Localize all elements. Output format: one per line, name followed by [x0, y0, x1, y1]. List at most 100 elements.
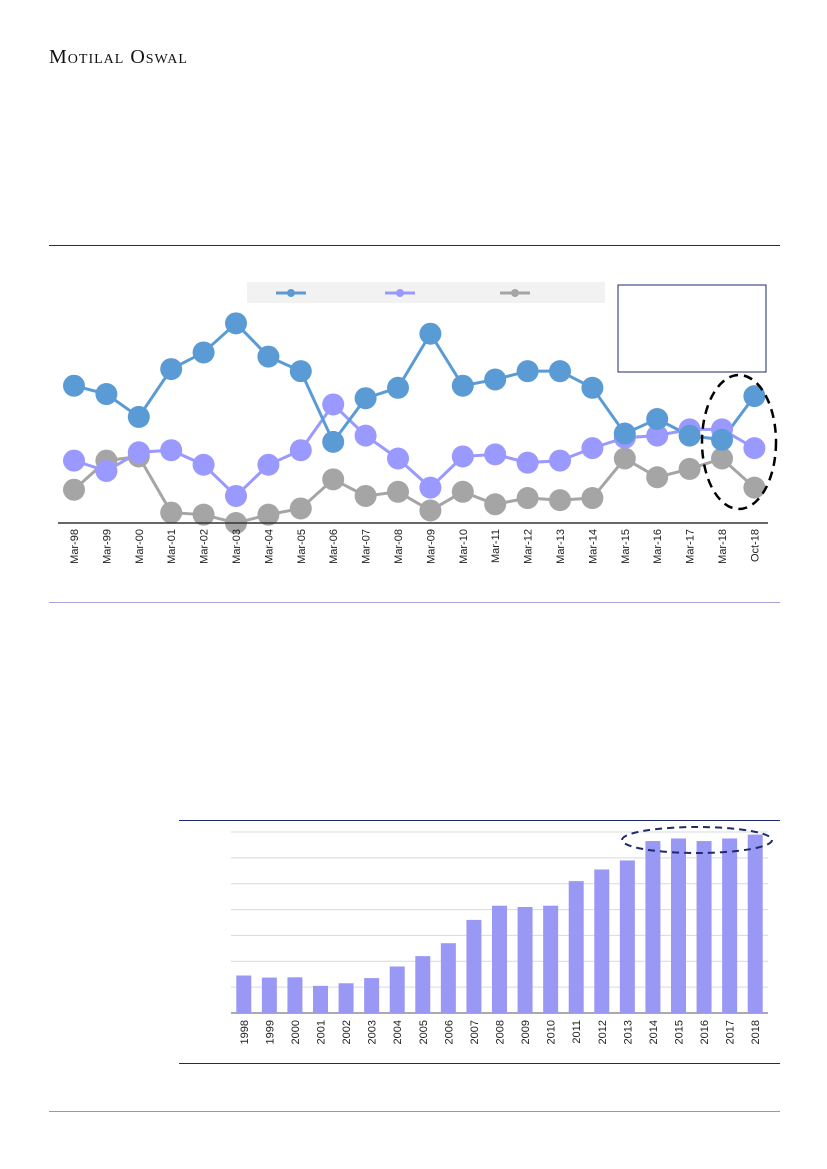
series-1-point-Mar-18: [711, 428, 733, 451]
series-1-point-Mar-14: [581, 376, 604, 399]
bar-2000: [287, 977, 303, 1013]
bar-tick-label-2018: 2018: [750, 1020, 762, 1044]
series-3-point-Mar-05: [289, 497, 312, 520]
bar-1998: [236, 975, 252, 1013]
x-tick-label-Mar-15: Mar-15: [620, 529, 632, 564]
series-1-point-Mar-98: [63, 374, 85, 397]
series-3-point-Mar-17: [678, 457, 701, 480]
bar-2006: [440, 943, 456, 1013]
bar-2008: [492, 905, 507, 1013]
bar-tick-label-2006: 2006: [443, 1020, 455, 1044]
series-line-3: [72, 454, 756, 525]
series-1-point-Mar-04: [257, 345, 280, 368]
bar-2010: [543, 905, 559, 1013]
series-3-point-Mar-02: [192, 503, 215, 526]
series-2-point-Mar-08: [387, 447, 409, 470]
bar-tick-label-2014: 2014: [648, 1020, 660, 1044]
legend-swatch-marker-3: [511, 289, 519, 297]
bar-tick-label-1998: 1998: [239, 1020, 251, 1044]
bar-2009: [517, 906, 533, 1013]
series-1-point-Mar-09: [419, 322, 442, 345]
bar-2013: [619, 860, 635, 1013]
x-tick-label-Mar-07: Mar-07: [361, 529, 373, 564]
series-2-point-Mar-03: [225, 484, 247, 507]
x-tick-label-Mar-16: Mar-16: [652, 529, 664, 564]
bar-2005: [415, 956, 431, 1013]
series-1-point-Mar-16: [646, 408, 669, 430]
series-1-point-Mar-99: [95, 383, 118, 406]
series-2-point-Mar-13: [549, 449, 571, 472]
series-line-2: [73, 402, 756, 499]
series-3-point-Mar-12: [516, 487, 539, 510]
bar-chart-top-rule: [179, 820, 780, 821]
series-2-point-Oct-18: [743, 437, 766, 460]
bar-tick-label-2000: 2000: [290, 1020, 302, 1044]
series-2-point-Mar-09: [419, 476, 442, 499]
series-1-point-Mar-07: [354, 387, 377, 410]
series-1-point-Mar-06: [322, 430, 345, 453]
bar-tick-label-2001: 2001: [316, 1020, 328, 1044]
bar-tick-label-2004: 2004: [392, 1020, 404, 1044]
series-2-point-Mar-02: [192, 453, 215, 476]
series-3-point-Mar-11: [484, 493, 507, 516]
series-2-point-Mar-11: [484, 443, 507, 466]
bar-tick-label-2011: 2011: [571, 1020, 583, 1044]
series-1-point-Mar-02: [192, 341, 215, 364]
bar-2011: [568, 881, 584, 1013]
series-1-point-Mar-01: [160, 358, 183, 381]
series-1-point-Mar-08: [387, 376, 409, 399]
bar-2012: [594, 869, 610, 1013]
x-tick-label-Mar-18: Mar-18: [717, 529, 729, 564]
series-2-point-Mar-99: [95, 460, 118, 482]
series-1-point-Mar-10: [451, 374, 474, 397]
bar-tick-label-2005: 2005: [418, 1020, 430, 1044]
bar-2007: [466, 919, 482, 1013]
x-tick-label-Mar-03: Mar-03: [231, 529, 243, 564]
series-1-point-Mar-11: [484, 368, 507, 391]
legend-background: [247, 282, 605, 303]
series-1-point-Mar-13: [549, 360, 571, 383]
bar-chart-bottom-rule: [179, 1063, 780, 1064]
bar-tick-label-2010: 2010: [546, 1020, 558, 1044]
series-3-point-Mar-06: [322, 468, 345, 491]
series-3-point-Oct-18: [743, 476, 766, 499]
legend-swatch-marker-1: [287, 289, 295, 297]
series-3-point-Mar-07: [354, 484, 377, 507]
bar-tick-label-2012: 2012: [597, 1020, 609, 1044]
bar-2016: [696, 841, 712, 1013]
bar-tick-label-2008: 2008: [495, 1020, 507, 1044]
bar-2001: [313, 985, 328, 1013]
bar-tick-label-1999: 1999: [264, 1020, 276, 1044]
highlight-ellipse: [700, 373, 778, 511]
x-tick-label-Mar-13: Mar-13: [555, 529, 567, 564]
series-3-point-Mar-13: [549, 489, 571, 512]
series-line-1: [73, 321, 756, 445]
bar-1999: [261, 977, 277, 1013]
x-tick-label-Mar-00: Mar-00: [134, 529, 146, 564]
bar-2002: [338, 983, 354, 1013]
x-tick-label-Oct-18: Oct-18: [749, 529, 761, 562]
x-tick-label-Mar-08: Mar-08: [393, 529, 405, 564]
x-tick-label-Mar-06: Mar-06: [328, 529, 340, 564]
series-2-point-Mar-14: [581, 437, 604, 460]
bar-highlight-ellipse: [621, 826, 773, 854]
series-2-point-Mar-06: [322, 393, 345, 416]
series-2-point-Mar-04: [257, 453, 280, 476]
bar-tick-label-2013: 2013: [622, 1020, 634, 1044]
bar-2003: [364, 978, 380, 1013]
section-divider-top: [49, 245, 780, 246]
x-tick-label-Mar-09: Mar-09: [425, 529, 437, 564]
series-3-point-Mar-01: [160, 501, 183, 524]
x-tick-label-Mar-98: Mar-98: [69, 529, 81, 564]
bar-tick-label-2009: 2009: [520, 1020, 532, 1044]
bar-tick-label-2016: 2016: [699, 1020, 711, 1044]
series-1-point-Mar-12: [516, 360, 539, 383]
x-tick-label-Mar-14: Mar-14: [587, 529, 599, 564]
x-tick-label-Mar-01: Mar-01: [166, 529, 178, 564]
series-1-point-Oct-18: [743, 385, 766, 408]
series-1-point-Mar-17: [678, 424, 701, 447]
legend-swatch-marker-2: [396, 289, 404, 297]
series-3-point-Mar-18: [711, 447, 733, 470]
x-tick-label-Mar-10: Mar-10: [458, 529, 470, 564]
